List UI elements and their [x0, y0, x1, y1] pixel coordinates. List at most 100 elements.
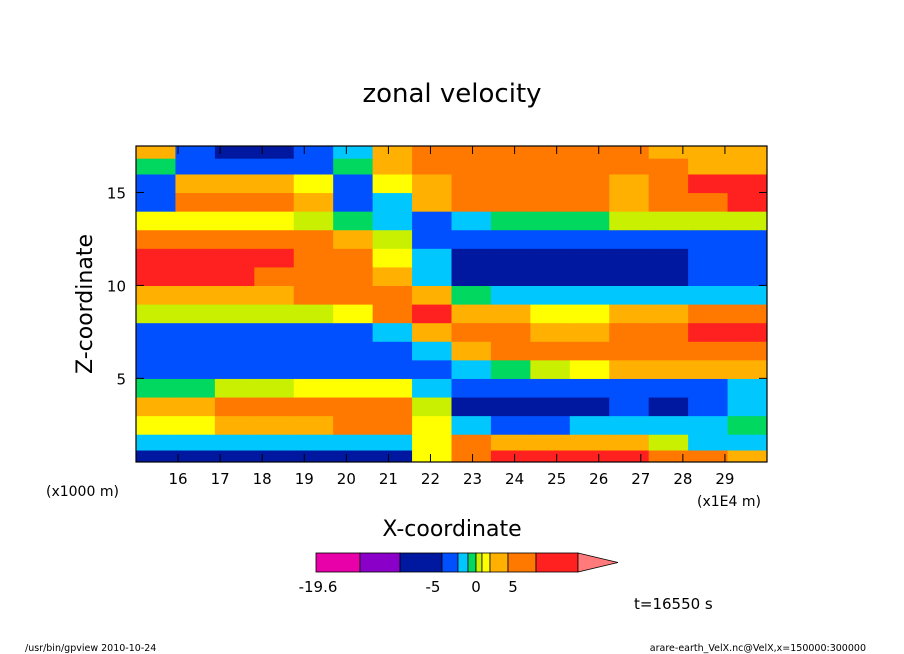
contour-cell: [688, 341, 729, 361]
contour-cell: [333, 304, 374, 324]
contour-cell: [175, 146, 216, 159]
x-axis-label: X-coordinate: [382, 517, 521, 542]
x-tick-label: 20: [337, 470, 356, 488]
contour-cell: [412, 285, 453, 305]
contour-cell: [727, 415, 767, 435]
contour-cell: [293, 248, 334, 268]
contour-cell: [490, 396, 531, 417]
contour-cell: [175, 229, 216, 249]
contour-cell: [293, 378, 334, 398]
time-label: t=16550 s: [634, 595, 713, 613]
contour-cell: [569, 248, 610, 268]
contour-cell: [214, 229, 255, 249]
contour-cell: [688, 146, 729, 159]
contour-cell: [254, 229, 295, 249]
colorbar-segment: [359, 552, 401, 573]
contour-cell: [451, 192, 492, 212]
contour-cell: [412, 304, 453, 324]
contour-cell: [214, 211, 255, 231]
contour-cell: [530, 229, 571, 249]
contour-cell: [372, 322, 413, 342]
contour-cell: [609, 285, 650, 305]
contour-cell: [412, 396, 453, 417]
contour-cell: [648, 359, 689, 379]
contour-cell: [333, 146, 374, 159]
contour-cell: [333, 173, 374, 194]
plot-frame: [135, 145, 768, 463]
x-tick-label: 17: [211, 470, 230, 488]
contour-cell: [372, 449, 413, 462]
contour-cell: [569, 192, 610, 212]
contour-cell: [688, 304, 729, 324]
contour-cell: [530, 158, 571, 175]
contour-cell: [412, 248, 453, 268]
contour-cell: [293, 396, 334, 417]
contour-cell: [175, 396, 216, 417]
contour-cell: [451, 434, 492, 451]
contour-cell: [569, 229, 610, 249]
contour-cell: [490, 359, 531, 379]
contour-cell: [727, 248, 767, 268]
contour-cell: [569, 304, 610, 324]
contour-cell: [727, 146, 767, 159]
x-tick-label: 23: [463, 470, 482, 488]
contour-cell: [569, 396, 610, 417]
contour-cell: [254, 415, 295, 435]
contour-cell: [175, 449, 216, 462]
contour-cell: [451, 158, 492, 175]
contour-cell: [609, 266, 650, 287]
colorbar-segment: [315, 552, 361, 573]
colorbar-tick-label: -19.6: [299, 578, 338, 596]
contour-cell: [372, 266, 413, 287]
contour-cell: [175, 266, 216, 287]
contour-cell: [136, 146, 177, 159]
contour-cell: [214, 359, 255, 379]
contour-cell: [648, 415, 689, 435]
colorbar-segment: [441, 552, 459, 573]
contour-cell: [727, 322, 767, 342]
contour-cell: [333, 434, 374, 451]
contour-cell: [372, 229, 413, 249]
x-tick-label: 18: [253, 470, 272, 488]
contour-cell: [372, 211, 413, 231]
contour-cell: [214, 158, 255, 175]
contour-cell: [333, 359, 374, 379]
contour-cell: [412, 341, 453, 361]
contour-cell: [254, 173, 295, 194]
contour-cell: [136, 248, 177, 268]
contour-cell: [688, 285, 729, 305]
contour-cell: [648, 229, 689, 249]
contour-cell: [293, 266, 334, 287]
contour-cell: [648, 173, 689, 194]
contour-cell: [136, 322, 177, 342]
contour-cell: [254, 449, 295, 462]
contour-cell: [214, 341, 255, 361]
contour-cell: [727, 192, 767, 212]
contour-cell: [530, 415, 571, 435]
contour-cell: [254, 192, 295, 212]
contour-cell: [136, 266, 177, 287]
contour-cell: [648, 434, 689, 451]
x-tick-label: 27: [631, 470, 650, 488]
contour-cell: [136, 173, 177, 194]
contour-cell: [412, 173, 453, 194]
contour-cell: [569, 449, 610, 462]
contour-cell: [609, 396, 650, 417]
contour-cell: [254, 158, 295, 175]
y-unit-label: (x1000 m): [46, 484, 119, 500]
contour-cell: [688, 359, 729, 379]
contour-cell: [451, 211, 492, 231]
contour-cell: [727, 449, 767, 462]
contour-cell: [451, 173, 492, 194]
contour-cell: [412, 192, 453, 212]
contour-cell: [648, 396, 689, 417]
contour-cell: [490, 341, 531, 361]
contour-cell: [175, 322, 216, 342]
contour-cell: [451, 146, 492, 159]
contour-cell: [727, 158, 767, 175]
contour-cell: [214, 396, 255, 417]
contour-cell: [569, 359, 610, 379]
contour-cell: [609, 449, 650, 462]
contour-cell: [648, 285, 689, 305]
